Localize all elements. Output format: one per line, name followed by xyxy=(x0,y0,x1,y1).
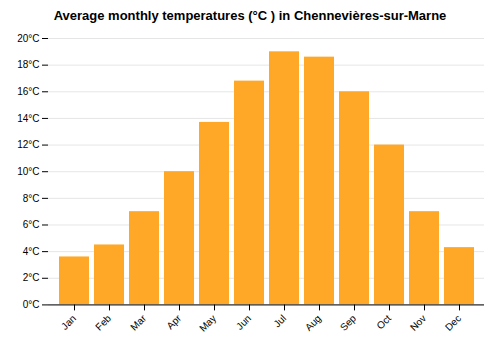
svg-text:Jan: Jan xyxy=(59,312,78,331)
svg-text:2°C: 2°C xyxy=(23,272,40,283)
svg-text:0°C: 0°C xyxy=(23,299,40,310)
svg-text:6°C: 6°C xyxy=(23,219,40,230)
svg-text:Mar: Mar xyxy=(128,312,148,332)
svg-text:May: May xyxy=(197,312,218,333)
svg-text:14°C: 14°C xyxy=(17,112,39,123)
svg-text:Nov: Nov xyxy=(408,312,428,332)
svg-text:16°C: 16°C xyxy=(17,86,39,97)
svg-text:20°C: 20°C xyxy=(17,32,39,43)
svg-text:Jun: Jun xyxy=(234,312,253,331)
svg-text:18°C: 18°C xyxy=(17,59,39,70)
svg-text:Sep: Sep xyxy=(338,312,359,333)
svg-text:10°C: 10°C xyxy=(17,165,39,176)
svg-text:4°C: 4°C xyxy=(23,245,40,256)
svg-text:8°C: 8°C xyxy=(23,192,40,203)
svg-text:Feb: Feb xyxy=(93,312,113,332)
svg-text:Jul: Jul xyxy=(271,312,288,329)
svg-text:Oct: Oct xyxy=(374,312,393,331)
html-text:Average monthly temperatures (: Average monthly temperatures (°C ) in Ch… xyxy=(53,8,447,23)
svg-text:Dec: Dec xyxy=(443,312,463,332)
svg-text:Apr: Apr xyxy=(164,312,183,331)
svg-text:Aug: Aug xyxy=(303,312,323,332)
svg-text:12°C: 12°C xyxy=(17,139,39,150)
